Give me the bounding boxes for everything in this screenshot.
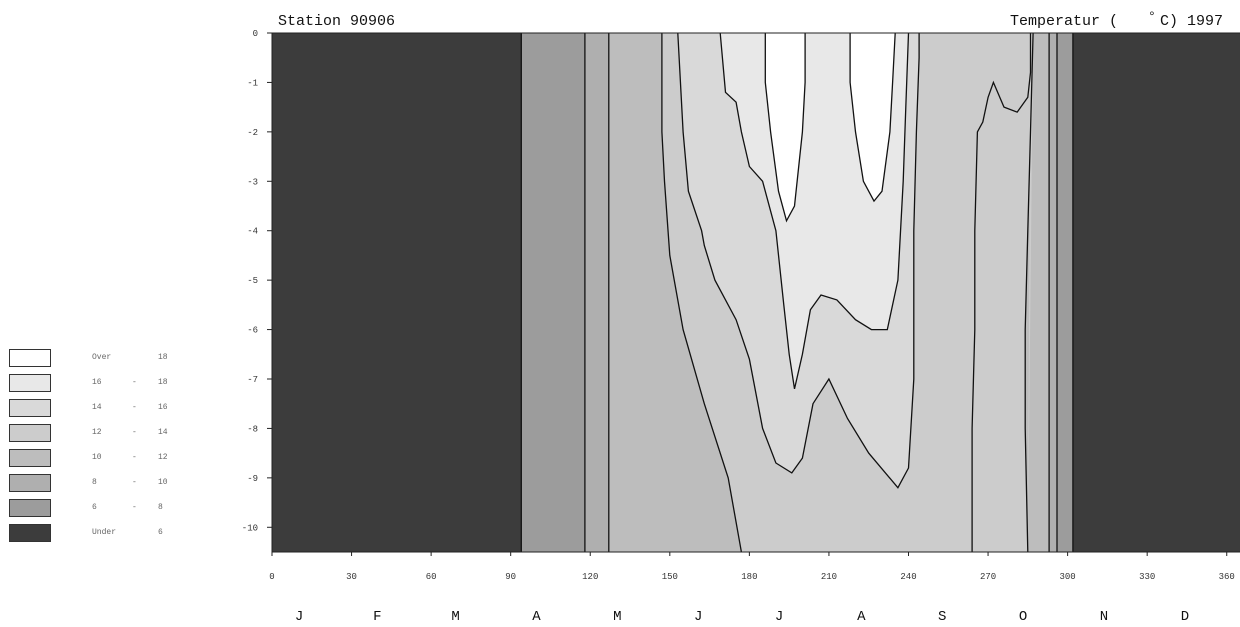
legend-high-label: 18: [158, 353, 168, 362]
y-tick-label-0: 0: [253, 29, 258, 39]
legend-high-label: 18: [158, 378, 168, 387]
legend-row: 16 - 18: [8, 374, 183, 394]
x-tick-label-6: 180: [741, 572, 757, 582]
legend-high-label: 8: [158, 503, 163, 512]
contour-lines: [520, 32, 1074, 553]
band-over-18-2: [850, 33, 896, 202]
contour-line-18-13: [849, 32, 896, 203]
y-tick-label-7: -7: [247, 375, 258, 385]
legend-range-dash: -: [132, 453, 137, 462]
legend-low-label: Over: [92, 353, 112, 362]
legend: Over 18 16 - 18 14 - 16 12 - 14 10 - 12 8 - 10 6 - 8 Under 6: [8, 349, 183, 549]
legend-swatch: [9, 399, 51, 417]
month-label-3: A: [532, 609, 541, 625]
legend-swatch: [9, 424, 51, 442]
x-tick-label-8: 240: [900, 572, 916, 582]
legend-high-label: 14: [158, 428, 168, 437]
legend-low-label: 10: [92, 453, 102, 462]
x-tick-label-5: 150: [662, 572, 678, 582]
y-tick-label-8: -8: [247, 424, 258, 434]
legend-low-label: 8: [92, 478, 97, 487]
chart-title-variable-text: Temperatur (: [1010, 13, 1118, 30]
month-label-4: M: [613, 609, 621, 625]
contour-line-14-10: [971, 33, 1032, 552]
plot-area: [272, 33, 1240, 552]
legend-high-label: 16: [158, 403, 168, 412]
legend-swatch: [9, 524, 51, 542]
legend-range-dash: -: [132, 503, 137, 512]
legend-row: 10 - 12: [8, 449, 183, 469]
legend-low-label: 14: [92, 403, 102, 412]
month-label-5: J: [694, 609, 702, 625]
x-tick-label-12: 360: [1219, 572, 1235, 582]
month-label-11: D: [1181, 609, 1189, 625]
legend-swatch: [9, 499, 51, 517]
month-label-0: J: [295, 609, 303, 625]
chart-title-unit-year: C) 1997: [1160, 13, 1223, 30]
legend-swatch: [9, 349, 51, 367]
legend-range-dash: -: [132, 428, 137, 437]
chart-title-variable: Temperatur ( ° C) 1997: [1010, 9, 1223, 30]
legend-high-label: 6: [158, 528, 163, 537]
month-label-6: J: [775, 609, 783, 625]
band-under-6-1: [272, 33, 522, 552]
x-tick-label-9: 270: [980, 572, 996, 582]
legend-low-label: 16: [92, 378, 102, 387]
y-tick-label-5: -5: [247, 276, 258, 286]
band-12-14-right: [972, 33, 1034, 552]
y-tick-label-6: -6: [247, 326, 258, 336]
x-tick-label-2: 60: [426, 572, 437, 582]
legend-range-dash: -: [132, 403, 137, 412]
contour-line-12-8: [1024, 32, 1034, 553]
band-under-6-2: [1072, 33, 1240, 552]
legend-low-label: 6: [92, 503, 97, 512]
x-tick-label-0: 0: [269, 572, 274, 582]
legend-swatch: [9, 449, 51, 467]
chart-title-station: Station 90906: [278, 13, 395, 30]
month-label-8: S: [938, 609, 946, 625]
legend-row: Over 18: [8, 349, 183, 369]
month-label-7: A: [857, 609, 866, 625]
y-tick-label-1: -1: [247, 78, 258, 88]
degree-symbol: °: [1148, 9, 1156, 24]
y-tick-label-10: -10: [242, 523, 258, 533]
band-over-18-1: [765, 33, 806, 221]
legend-row: Under 6: [8, 524, 183, 544]
x-tick-label-7: 210: [821, 572, 837, 582]
legend-row: 14 - 16: [8, 399, 183, 419]
legend-high-label: 10: [158, 478, 168, 487]
band-12-14-gap: [897, 33, 1031, 552]
month-label-10: N: [1100, 609, 1108, 625]
x-tick-label-1: 30: [346, 572, 357, 582]
y-tick-label-9: -9: [247, 474, 258, 484]
legend-low-label: 12: [92, 428, 102, 437]
contour-line-16-11: [719, 32, 910, 390]
month-label-9: O: [1019, 609, 1027, 625]
legend-range-dash: -: [132, 378, 137, 387]
x-tick-label-10: 300: [1060, 572, 1076, 582]
legend-low-label: Under: [92, 528, 117, 537]
legend-row: 12 - 14: [8, 424, 183, 444]
legend-row: 6 - 8: [8, 499, 183, 519]
x-tick-label-4: 120: [582, 572, 598, 582]
month-label-1: F: [373, 609, 381, 625]
month-label-2: M: [451, 609, 459, 625]
legend-row: 8 - 10: [8, 474, 183, 494]
legend-range-dash: -: [132, 478, 137, 487]
y-tick-label-3: -3: [247, 177, 258, 187]
legend-swatch: [9, 374, 51, 392]
y-tick-label-2: -2: [247, 128, 258, 138]
x-tick-label-3: 90: [505, 572, 516, 582]
legend-swatch: [9, 474, 51, 492]
contour-line-18-12: [764, 33, 806, 223]
y-tick-label-4: -4: [247, 227, 258, 237]
contour-line-14-9: [677, 32, 920, 489]
x-tick-label-11: 330: [1139, 572, 1155, 582]
legend-high-label: 12: [158, 453, 168, 462]
axes: 0 -1 -2 -3 -4 -5 -6 -7 -8 -9 -10 0 30 60 90 120 150 180 21…: [242, 29, 1240, 625]
contour-line-12-7: [661, 33, 743, 553]
